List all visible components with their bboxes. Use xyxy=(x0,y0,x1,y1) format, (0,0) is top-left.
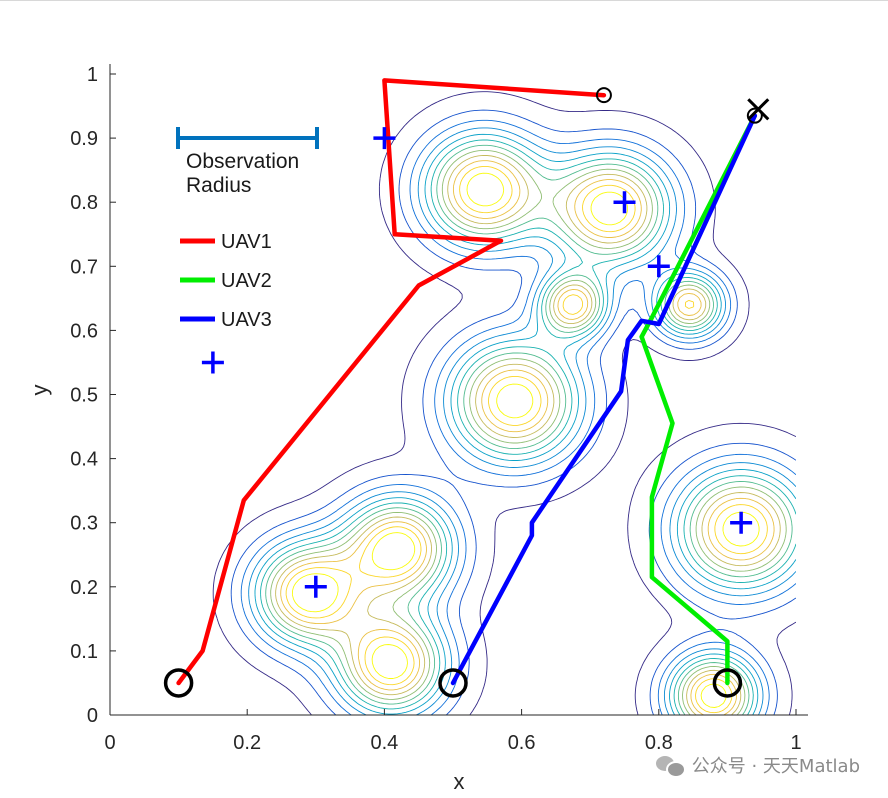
x-tick-label: 0.6 xyxy=(508,732,536,754)
top-divider xyxy=(0,0,888,1)
axes xyxy=(109,64,808,716)
legend-label-uav2: UAV2 xyxy=(221,270,272,292)
watermark-text: 公众号 · 天天Matlab xyxy=(691,756,860,777)
x-axis-label: x xyxy=(454,769,465,794)
start-marker xyxy=(163,668,194,698)
contour-level-1 xyxy=(230,109,796,715)
x-tick-label: 1 xyxy=(790,732,801,754)
contour-level-6 xyxy=(265,144,793,715)
target-marker xyxy=(201,351,224,374)
y-ticks: 0 0.1 0.2 0.3 0.4 0.5 0.6 0.7 0.8 0.9 1 xyxy=(70,64,116,727)
start-marker xyxy=(712,668,743,698)
watermark: 公众号 · 天天Matlab xyxy=(655,752,860,778)
contour-layer xyxy=(212,91,796,715)
markers-layer xyxy=(163,87,770,698)
legend-label-uav3: UAV3 xyxy=(221,309,272,331)
observation-label-line2: Radius xyxy=(186,174,251,197)
x-ticks: 0 0.2 0.4 0.6 0.8 1 xyxy=(104,709,802,754)
y-tick-label: 1 xyxy=(87,64,98,86)
observation-radius-indicator: Observation Radius xyxy=(176,127,319,197)
contour-level-8 xyxy=(275,154,781,715)
x-tick-label: 0.2 xyxy=(233,732,261,754)
x-tick-label: 0.8 xyxy=(645,732,673,754)
contour-level-2 xyxy=(240,119,796,715)
contour-level-11 xyxy=(291,172,760,708)
wechat-icon xyxy=(655,754,686,778)
y-tick-label: 0.9 xyxy=(70,128,98,150)
contour-level-9 xyxy=(280,160,775,715)
x-tick-label: 0.4 xyxy=(370,732,398,754)
y-tick-label: 0.1 xyxy=(70,641,98,663)
y-tick-label: 0.2 xyxy=(70,577,98,599)
observation-label-line1: Observation xyxy=(186,150,299,173)
uav-paths xyxy=(176,78,758,686)
path-uav2 xyxy=(639,113,758,686)
target-marker xyxy=(730,511,753,534)
path-uav3 xyxy=(450,113,758,686)
contour-level-4 xyxy=(254,133,796,715)
target-marker xyxy=(373,127,396,150)
y-tick-label: 0.5 xyxy=(70,385,98,407)
target-marker xyxy=(647,255,670,278)
target-marker xyxy=(304,575,327,598)
legend: UAV1 UAV2 UAV3 xyxy=(180,231,272,331)
y-tick-label: 0.6 xyxy=(70,320,98,342)
path-uav1 xyxy=(176,78,607,686)
contour-level-0 xyxy=(212,91,796,715)
end-marker xyxy=(595,87,612,104)
y-tick-label: 0.8 xyxy=(70,192,98,214)
x-tick-label: 0 xyxy=(104,732,115,754)
y-axis-label: y xyxy=(27,385,52,396)
y-tick-label: 0.7 xyxy=(70,256,98,278)
y-tick-label: 0.3 xyxy=(70,513,98,535)
y-tick-label: 0.4 xyxy=(70,449,98,471)
contour-level-3 xyxy=(248,127,796,715)
contour-level-7 xyxy=(270,149,787,715)
final-cross-marker xyxy=(747,98,770,121)
legend-label-uav1: UAV1 xyxy=(221,231,272,253)
target-marker xyxy=(613,191,636,214)
start-marker xyxy=(438,668,468,698)
y-tick-label: 0 xyxy=(87,705,98,727)
end-marker xyxy=(746,107,763,124)
